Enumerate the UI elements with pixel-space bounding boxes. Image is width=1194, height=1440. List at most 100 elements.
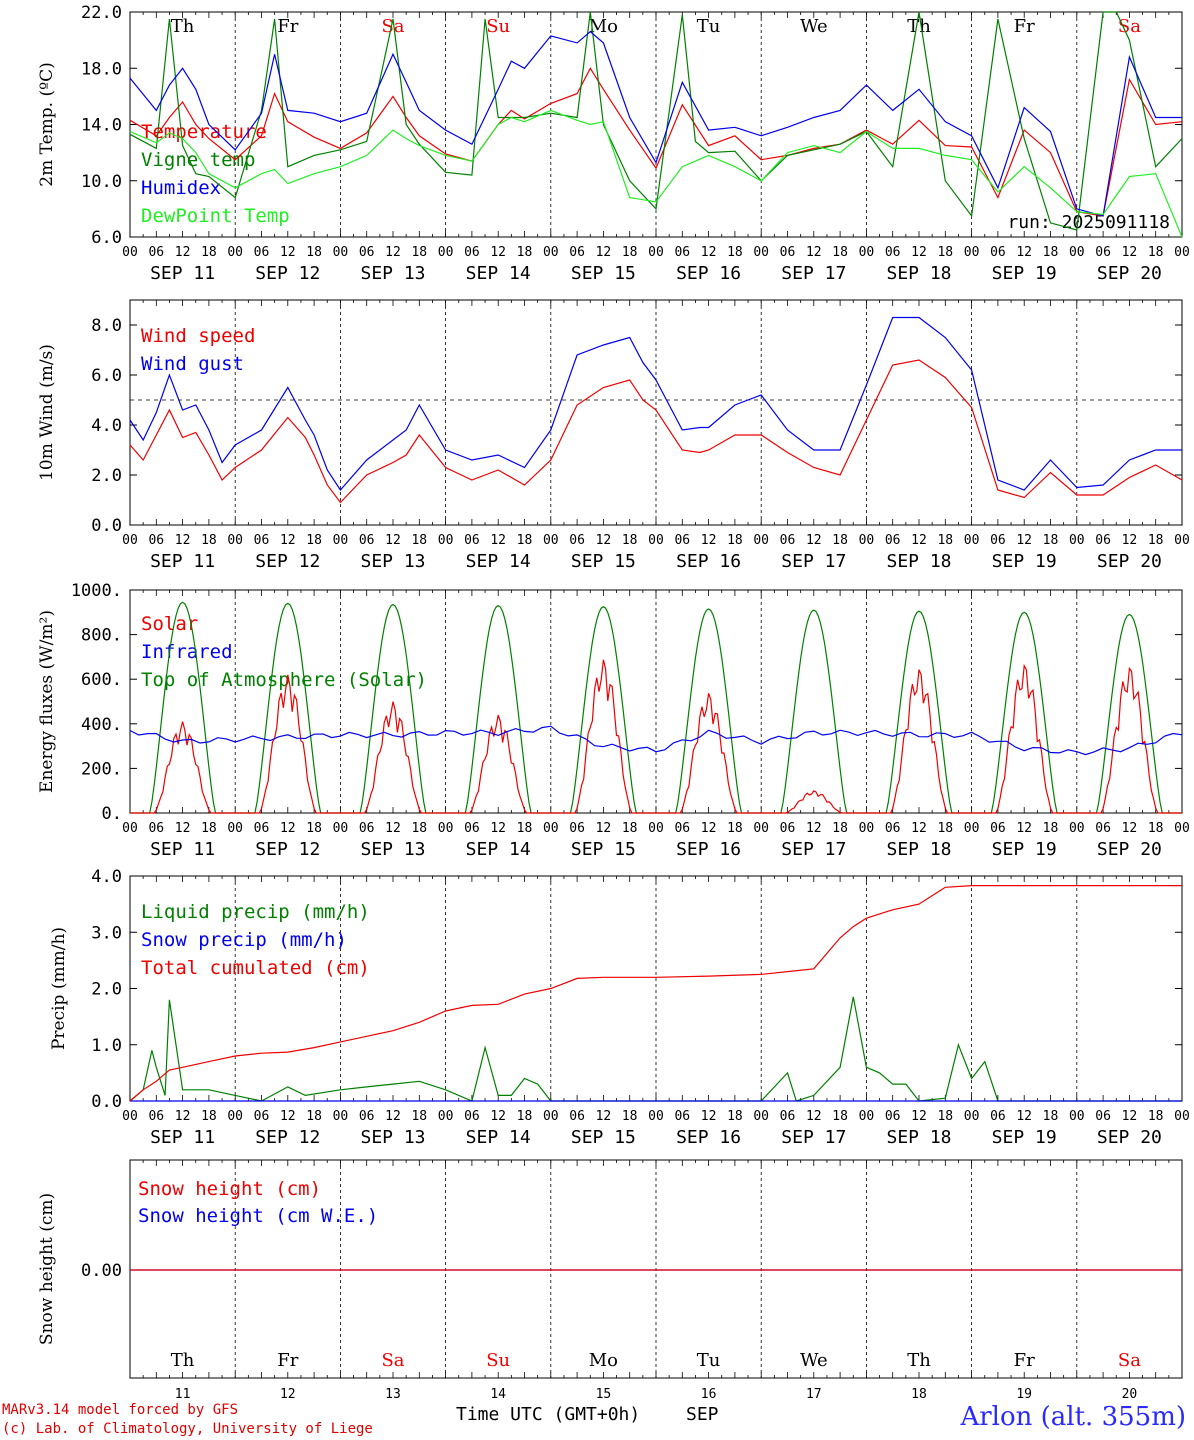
x-hour-label: 06	[359, 533, 375, 548]
x-hour-label: 18	[411, 821, 427, 836]
x-date-label: SEP 12	[255, 551, 320, 572]
legend-vigne-temp: Vigne temp	[141, 149, 255, 171]
weekday-label: Mo	[589, 16, 618, 37]
x-hour-label: 12	[490, 245, 506, 260]
x-date-label: SEP 16	[676, 263, 741, 284]
x-hour-label: 12	[911, 245, 927, 260]
series-line-dewpoint-temp	[129, 109, 1183, 238]
x-hour-label: 12	[596, 245, 612, 260]
y-axis-label: Energy fluxes (W/m²)	[37, 610, 57, 793]
x-hour-label: 12	[385, 1109, 401, 1124]
x-hour-label: 06	[464, 1109, 480, 1124]
x-hour-label: 00	[438, 821, 454, 836]
x-hour-label: 12	[385, 821, 401, 836]
x-hour-label: 06	[148, 821, 164, 836]
x-hour-label: 06	[464, 533, 480, 548]
day-number-label: 18	[911, 1387, 927, 1402]
panel-frame-2	[129, 299, 1183, 526]
x-hour-label: 18	[937, 1109, 953, 1124]
x-hour-label: 18	[517, 1109, 533, 1124]
x-hour-label: 18	[1043, 821, 1059, 836]
x-hour-label: 18	[1043, 245, 1059, 260]
x-hour-label: 18	[201, 533, 217, 548]
x-hour-label: 06	[254, 1109, 270, 1124]
x-hour-label: 12	[490, 533, 506, 548]
x-hour-label: 06	[148, 245, 164, 260]
x-hour-label: 00	[964, 533, 980, 548]
x-hour-label: 12	[806, 245, 822, 260]
x-hour-label: 06	[1095, 245, 1111, 260]
x-hour-label: 06	[254, 821, 270, 836]
x-date-label: SEP 16	[676, 551, 741, 572]
x-hour-label: 18	[1148, 245, 1164, 260]
x-hour-label: 00	[122, 533, 138, 548]
x-hour-label: 00	[122, 821, 138, 836]
x-hour-label: 18	[306, 821, 322, 836]
x-hour-label: 06	[885, 533, 901, 548]
x-date-label: SEP 14	[466, 839, 531, 860]
y-axis-label: 2m Temp. (ºC)	[37, 62, 57, 187]
x-hour-label: 06	[780, 1109, 796, 1124]
x-hour-label: 06	[780, 533, 796, 548]
x-hour-label: 06	[254, 533, 270, 548]
x-hour-label: 18	[727, 533, 743, 548]
x-hour-label: 12	[1016, 533, 1032, 548]
x-hour-label: 18	[1148, 533, 1164, 548]
x-date-label: SEP 18	[886, 1127, 951, 1148]
legend-snow-height-cm-w-e-: Snow height (cm W.E.)	[138, 1205, 378, 1227]
x-hour-label: 00	[859, 821, 875, 836]
x-hour-label: 18	[411, 533, 427, 548]
x-date-label: SEP 12	[255, 263, 320, 284]
x-hour-label: 06	[148, 1109, 164, 1124]
x-hour-label: 12	[1016, 1109, 1032, 1124]
y-tick-label: 200.	[81, 759, 122, 779]
x-hour-label: 18	[622, 533, 638, 548]
x-date-label: SEP 11	[150, 263, 215, 284]
y-tick-label: 14.0	[81, 116, 122, 136]
x-axis-title: Time UTC (GMT+0h)	[456, 1404, 641, 1425]
x-hour-label: 00	[333, 245, 349, 260]
day-number-label: 15	[596, 1387, 612, 1402]
y-tick-label: 0.00	[81, 1261, 122, 1281]
x-hour-label: 12	[701, 245, 717, 260]
weekday-label: Sa	[381, 16, 404, 37]
x-hour-label: 12	[596, 533, 612, 548]
y-tick-label: 6.0	[91, 366, 122, 386]
x-hour-label: 00	[333, 533, 349, 548]
x-date-label: SEP 15	[571, 839, 636, 860]
x-hour-label: 00	[753, 533, 769, 548]
x-hour-label: 12	[911, 821, 927, 836]
x-hour-label: 12	[280, 245, 296, 260]
x-hour-label: 00	[648, 1109, 664, 1124]
x-hour-label: 12	[1122, 1109, 1138, 1124]
legend-solar: Solar	[141, 613, 198, 635]
series-line-infrared	[129, 725, 1183, 756]
x-date-label: SEP 18	[886, 263, 951, 284]
credit-line-2: (c) Lab. of Climatology, University of L…	[2, 1421, 373, 1437]
run-label: run: 2025091118	[1007, 212, 1170, 233]
x-hour-label: 06	[990, 533, 1006, 548]
x-hour-label: 06	[464, 245, 480, 260]
x-date-label: SEP 11	[150, 1127, 215, 1148]
x-hour-label: 06	[780, 245, 796, 260]
weekday-label: Th	[171, 16, 195, 37]
x-date-label: SEP 13	[360, 839, 425, 860]
x-hour-label: 18	[937, 821, 953, 836]
series-line-wind-speed	[129, 359, 1183, 504]
y-tick-label: 2.0	[91, 980, 122, 1000]
day-number-label: 11	[175, 1387, 191, 1402]
x-hour-label: 00	[227, 821, 243, 836]
series-line-vigne-temp	[129, 11, 1183, 231]
x-date-label: SEP 19	[992, 1127, 1057, 1148]
x-hour-label: 12	[1122, 821, 1138, 836]
x-hour-label: 12	[701, 1109, 717, 1124]
x-hour-label: 18	[622, 1109, 638, 1124]
x-hour-label: 12	[175, 533, 191, 548]
x-hour-label: 00	[1174, 245, 1190, 260]
x-axis-month: SEP	[686, 1404, 719, 1425]
x-hour-label: 00	[964, 245, 980, 260]
x-hour-label: 12	[806, 533, 822, 548]
x-hour-label: 18	[201, 245, 217, 260]
x-date-label: SEP 20	[1097, 551, 1162, 572]
weekday-label: Th	[907, 1350, 931, 1371]
